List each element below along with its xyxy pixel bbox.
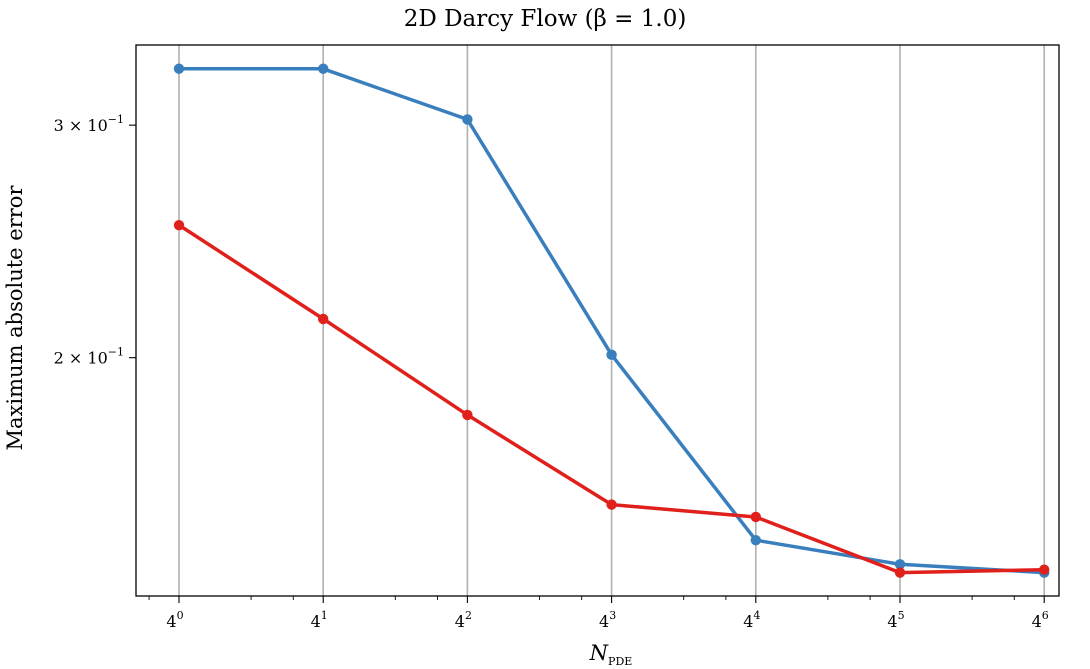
x-tick-label: 44 [743, 609, 760, 631]
series-1-point [462, 114, 473, 125]
x-tick-label: 45 [887, 609, 904, 631]
series-2-point [894, 567, 906, 578]
series-2-point [606, 499, 617, 510]
x-axis-label-main: N [589, 641, 609, 665]
series-2-point [318, 313, 329, 325]
x-tick-label: 46 [1032, 609, 1049, 631]
x-axis-ticks: 40 41 42 43 44 45 46 [148, 596, 1049, 631]
x-tick-label: 40 [166, 609, 183, 631]
series-1-point [894, 559, 906, 570]
y-tick-label: 3 × 10−1 [54, 113, 124, 135]
series-2-point [1039, 564, 1050, 575]
series-1-point [606, 349, 617, 361]
series-2-point [173, 219, 185, 231]
x-tick-label: 43 [599, 609, 616, 631]
y-axis-ticks: 2 × 10−1 3 × 10−1 [54, 113, 136, 368]
y-tick-label: 2 × 10−1 [54, 346, 124, 368]
series-2-point [462, 409, 473, 421]
series-2-point [750, 511, 761, 523]
chart-title: 2D Darcy Flow (β = 1.0) [404, 6, 687, 32]
plot-frame [135, 44, 1060, 597]
x-tick-label: 42 [455, 609, 472, 631]
series-1-point [750, 534, 761, 546]
grid-lines [178, 45, 1045, 596]
series-1-point [173, 63, 185, 74]
x-axis-label-sub: PDE [608, 655, 632, 668]
x-tick-label: 41 [311, 609, 328, 631]
y-axis-label: Maximum absolute error [3, 185, 27, 451]
series-layer [173, 63, 1050, 578]
series-1-point [318, 63, 329, 74]
x-axis-label: NPDE [589, 641, 633, 668]
